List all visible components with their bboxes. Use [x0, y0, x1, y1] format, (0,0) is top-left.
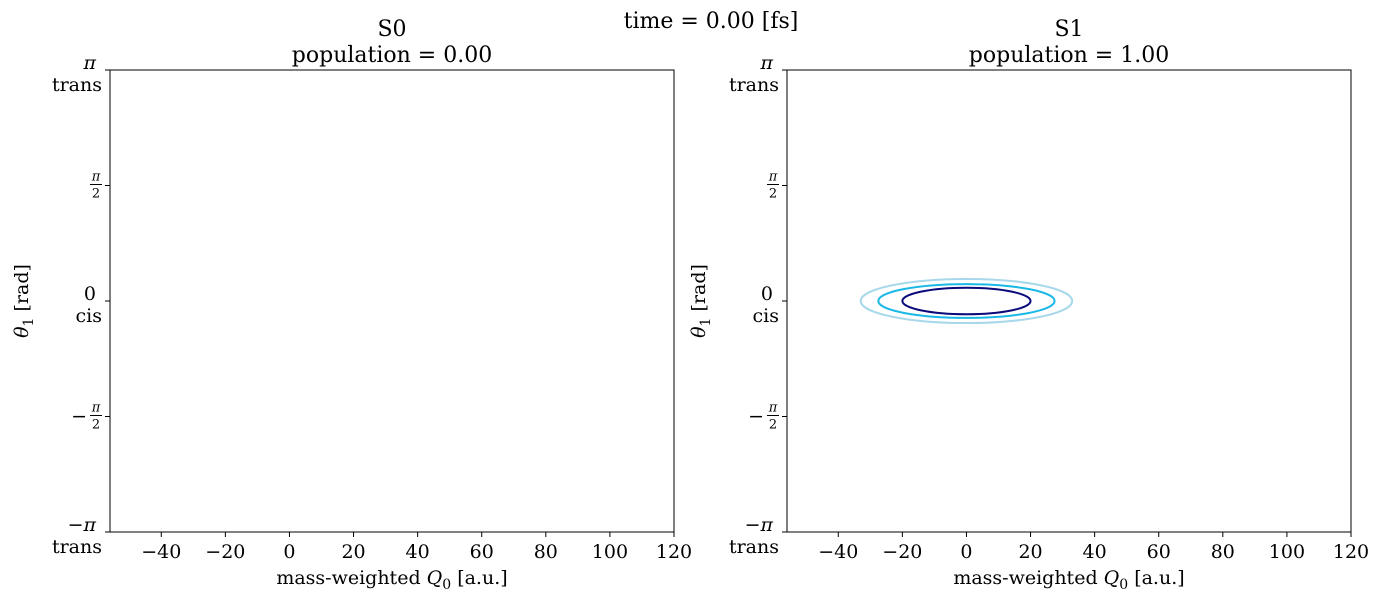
x-tick-label: 20 [1018, 541, 1042, 563]
x-tick-label: 60 [1147, 541, 1171, 563]
y-tick-sublabel: trans [52, 536, 102, 558]
y-tick-sublabel: trans [729, 536, 779, 558]
y-tick-sublabel: trans [729, 74, 779, 96]
x-axis-label: mass-weighted Q0 [a.u.] [276, 567, 507, 593]
y-tick-sublabel: trans [52, 74, 102, 96]
y-axis-label: θ1 [rad] [11, 264, 37, 338]
x-tick-label: −40 [141, 541, 181, 563]
x-tick-label: 80 [534, 541, 558, 563]
y-tick-label: 0 [84, 283, 96, 305]
y-tick-label: π [83, 52, 97, 74]
svg-text:π: π [91, 401, 101, 416]
x-tick-label: 40 [406, 541, 430, 563]
y-tick-label: π 2− [748, 401, 779, 433]
panel-title-population: population = 1.00 [969, 43, 1169, 68]
svg-text:−: − [748, 406, 764, 428]
suptitle: time = 0.00 [fs] [624, 9, 799, 34]
y-tick-label: π2 [90, 169, 102, 201]
svg-text:π: π [768, 169, 778, 184]
x-tick-label: 20 [341, 541, 365, 563]
contour-outer [859, 277, 1074, 325]
svg-text:π: π [768, 401, 778, 416]
contour-middle [877, 283, 1056, 319]
svg-text:−: − [71, 406, 87, 428]
x-tick-label: −40 [818, 541, 858, 563]
y-tick-label: 0 [761, 283, 773, 305]
x-tick-label: 120 [656, 541, 692, 563]
x-tick-label: −20 [205, 541, 245, 563]
x-tick-label: 40 [1083, 541, 1107, 563]
x-tick-label: 0 [283, 541, 295, 563]
x-tick-label: −20 [882, 541, 922, 563]
y-tick-label: π 2− [71, 401, 102, 433]
panel-title-state: S0 [377, 17, 406, 42]
svg-text:2: 2 [769, 186, 777, 201]
panel-title-state: S1 [1054, 17, 1083, 42]
svg-text:2: 2 [769, 418, 777, 433]
y-tick-label: −π [68, 514, 97, 536]
contour-inner [901, 286, 1032, 316]
x-tick-label: 100 [592, 541, 628, 563]
svg-text:2: 2 [92, 186, 100, 201]
x-tick-label: 100 [1269, 541, 1305, 563]
svg-text:π: π [91, 169, 101, 184]
y-axis-label: θ1 [rad] [688, 264, 714, 338]
y-tick-sublabel: cis [753, 305, 779, 327]
x-tick-label: 120 [1333, 541, 1369, 563]
axes-frame [786, 69, 1352, 533]
y-tick-label: −π [745, 514, 774, 536]
y-tick-sublabel: cis [76, 305, 102, 327]
x-tick-label: 60 [470, 541, 494, 563]
x-tick-label: 80 [1211, 541, 1235, 563]
axes-frame [109, 69, 675, 533]
x-tick-label: 0 [960, 541, 972, 563]
svg-text:2: 2 [92, 418, 100, 433]
y-tick-label: π [760, 52, 774, 74]
panel-title-population: population = 0.00 [292, 43, 492, 68]
x-axis-label: mass-weighted Q0 [a.u.] [953, 567, 1184, 593]
y-tick-label: π2 [767, 169, 779, 201]
